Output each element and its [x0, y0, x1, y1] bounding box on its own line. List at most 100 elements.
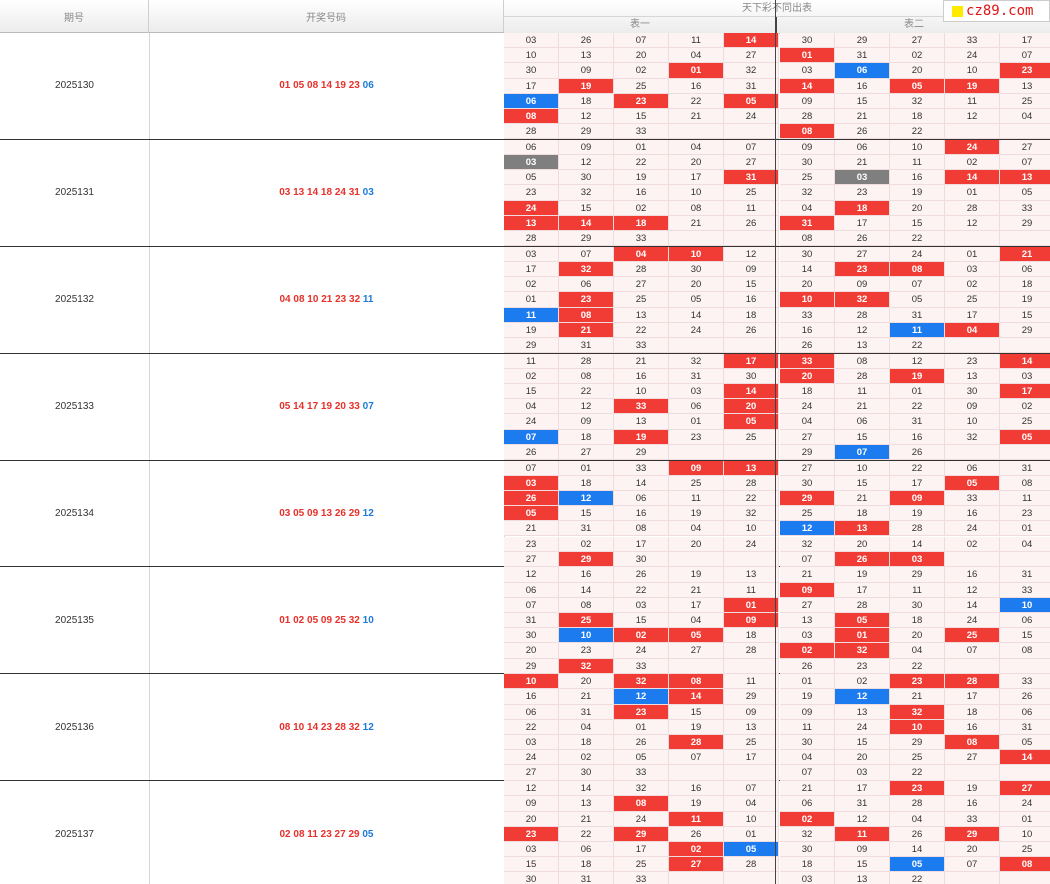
number-cell: 03 — [890, 551, 945, 567]
number-cell: 02 — [945, 155, 1000, 171]
number-cell: 27 — [780, 429, 835, 445]
number-cell: 16 — [780, 322, 835, 338]
number-cell — [1000, 337, 1050, 354]
number-cell: 28 — [724, 857, 779, 873]
number-cell: 26 — [890, 444, 945, 460]
number-cell: 12 — [890, 353, 945, 369]
number-cell — [724, 551, 779, 567]
number-cell — [669, 658, 724, 674]
blue-ball: 05 — [362, 828, 374, 840]
number-cell: 17 — [835, 781, 890, 797]
header-issue: 期号 — [0, 0, 149, 33]
number-cell: 10 — [559, 628, 614, 644]
number-cell: 01 — [614, 719, 669, 736]
number-cell: 29 — [504, 337, 559, 354]
number-cell: 15 — [504, 384, 559, 400]
number-cell: 28 — [780, 109, 835, 125]
number-cell: 05 — [669, 628, 724, 644]
number-cell: 23 — [559, 292, 614, 308]
number-cell: 08 — [559, 597, 614, 613]
number-cell: 08 — [614, 796, 669, 812]
number-cell: 29 — [504, 658, 559, 674]
number-cell: 06 — [504, 139, 559, 156]
number-cell: 03 — [669, 384, 724, 400]
draw-block: 2025132 04 08 10 21 23 32 11 03 07 04 10 12 30 2… — [0, 246, 1050, 354]
number-cell — [669, 124, 724, 140]
number-cell: 16 — [890, 429, 945, 445]
logo-square-icon — [952, 5, 963, 17]
number-cell: 14 — [945, 597, 1000, 613]
number-cell: 22 — [504, 719, 559, 736]
site-logo[interactable]: cz89.com — [943, 0, 1050, 22]
red-balls: 01 02 05 09 25 32 — [279, 614, 360, 626]
number-cell: 10 — [669, 246, 724, 262]
number-cell: 27 — [835, 246, 890, 262]
number-cell: 08 — [890, 261, 945, 278]
number-cell: 27 — [1000, 139, 1050, 156]
number-cell: 31 — [780, 215, 835, 232]
number-cell: 08 — [780, 124, 835, 140]
number-cell: 20 — [669, 155, 724, 171]
number-cell: 21 — [559, 322, 614, 338]
number-cell: 28 — [890, 521, 945, 537]
number-cell: 31 — [559, 337, 614, 354]
number-cell — [945, 765, 1000, 781]
number-cell: 11 — [835, 384, 890, 400]
number-cell: 26 — [835, 231, 890, 247]
number-cell: 23 — [614, 704, 669, 720]
number-cell: 04 — [1000, 109, 1050, 125]
number-cell: 31 — [1000, 719, 1050, 736]
number-cell: 26 — [504, 444, 559, 460]
number-cell: 26 — [559, 33, 614, 49]
number-cell: 18 — [945, 704, 1000, 720]
number-cell: 22 — [559, 826, 614, 842]
number-cell: 13 — [724, 567, 779, 583]
number-cell: 14 — [724, 33, 779, 49]
issue-number: 2025134 — [0, 460, 150, 567]
number-cell: 14 — [669, 689, 724, 705]
number-cell: 24 — [1000, 796, 1050, 812]
number-cell: 19 — [890, 368, 945, 384]
number-cell: 32 — [780, 826, 835, 842]
draw-block: 2025134 03 05 09 13 26 29 12 07 01 33 09 13 27 1… — [0, 460, 1050, 568]
number-cell: 08 — [780, 231, 835, 247]
number-cell: 06 — [504, 582, 559, 598]
draw-block: 2025136 08 10 14 23 28 32 12 10 20 32 08 11 01 0… — [0, 674, 1050, 782]
number-cell — [1000, 124, 1050, 140]
number-cell: 21 — [890, 689, 945, 705]
number-cell: 10 — [504, 674, 559, 690]
number-cell: 06 — [835, 139, 890, 156]
number-cell: 11 — [945, 93, 1000, 109]
draw-block: 2025130 01 05 08 14 19 23 06 03 26 07 11 14 30 2… — [0, 33, 1050, 140]
number-cell: 23 — [669, 429, 724, 445]
number-cell: 17 — [1000, 33, 1050, 49]
number-cell: 31 — [559, 704, 614, 720]
number-cell: 28 — [945, 674, 1000, 690]
number-cell: 30 — [780, 475, 835, 491]
number-cell: 31 — [724, 78, 779, 94]
red-balls: 08 10 14 23 28 32 — [279, 721, 360, 733]
number-cell: 02 — [835, 674, 890, 690]
number-cell: 18 — [559, 429, 614, 445]
number-cell: 17 — [669, 170, 724, 186]
number-cell: 17 — [614, 536, 669, 552]
number-cell: 03 — [835, 170, 890, 186]
number-cell: 18 — [724, 628, 779, 644]
number-cell: 28 — [559, 353, 614, 369]
number-cell: 32 — [724, 63, 779, 79]
number-cell — [1000, 765, 1050, 781]
number-cell: 07 — [780, 551, 835, 567]
number-cell: 19 — [614, 170, 669, 186]
number-cell: 07 — [724, 139, 779, 156]
number-cell: 08 — [669, 674, 724, 690]
number-cell — [1000, 231, 1050, 247]
number-cell: 32 — [835, 292, 890, 308]
number-cell: 16 — [669, 78, 724, 94]
number-cell: 11 — [504, 353, 559, 369]
number-cell — [669, 551, 724, 567]
number-cell: 25 — [724, 735, 779, 751]
number-cell: 11 — [890, 582, 945, 598]
number-cell: 03 — [780, 872, 835, 884]
number-cell: 19 — [669, 796, 724, 812]
number-cell: 04 — [780, 414, 835, 430]
